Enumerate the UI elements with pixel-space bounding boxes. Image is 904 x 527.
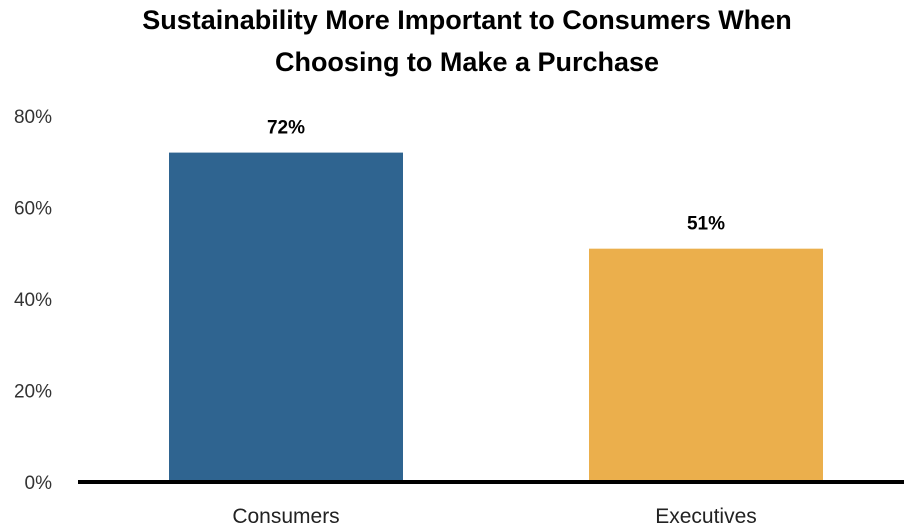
data-labels: 72% 51% bbox=[267, 118, 725, 235]
bars bbox=[169, 152, 823, 482]
y-tick-label: 60% bbox=[14, 199, 52, 220]
y-axis-ticks: 0% 20% 40% 60% 80% bbox=[14, 107, 52, 494]
x-category-label: Consumers bbox=[232, 505, 339, 527]
y-tick-label: 80% bbox=[14, 107, 52, 128]
data-label-consumers: 72% bbox=[267, 118, 305, 139]
chart-title-line-1: Sustainability More Important to Consume… bbox=[142, 5, 792, 35]
chart-title: Sustainability More Important to Consume… bbox=[142, 5, 792, 77]
x-axis-labels: Consumers Executives bbox=[232, 505, 756, 527]
chart-title-line-2: Choosing to Make a Purchase bbox=[275, 47, 659, 77]
bar-executives bbox=[589, 248, 823, 482]
data-label-executives: 51% bbox=[687, 214, 725, 235]
y-tick-label: 0% bbox=[25, 473, 53, 494]
y-tick-label: 40% bbox=[14, 290, 52, 311]
x-category-label: Executives bbox=[655, 505, 757, 527]
bar-consumers bbox=[169, 152, 403, 482]
y-tick-label: 20% bbox=[14, 382, 52, 403]
